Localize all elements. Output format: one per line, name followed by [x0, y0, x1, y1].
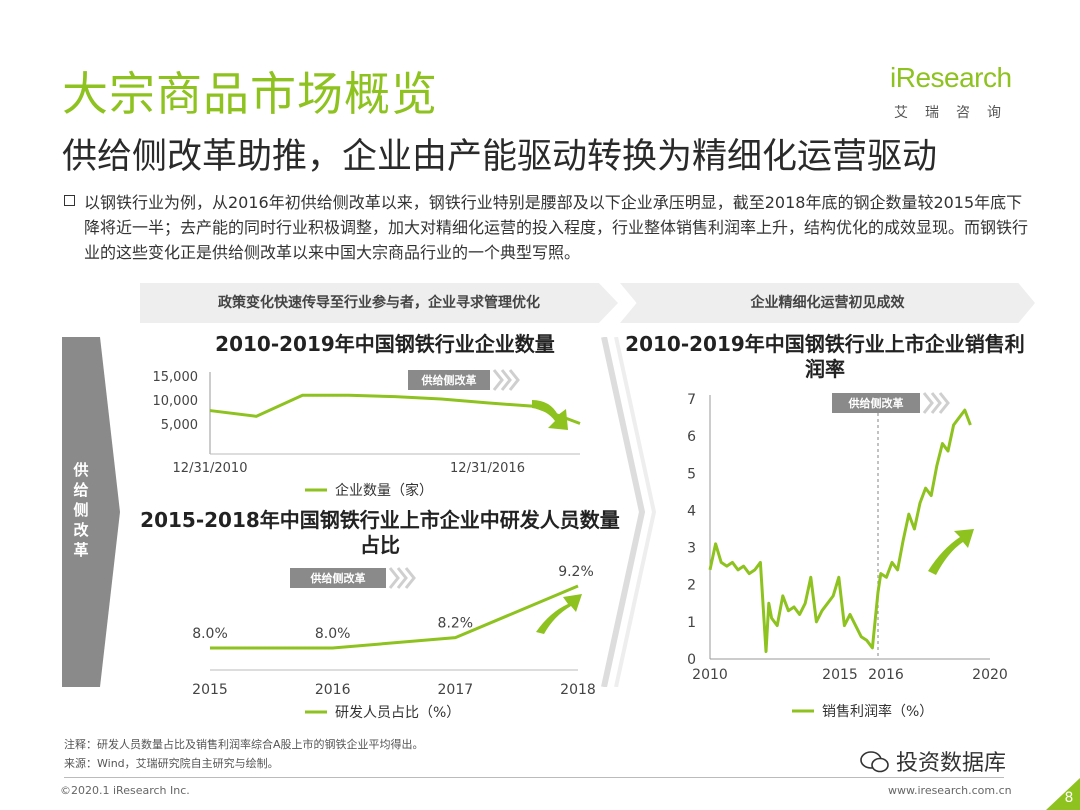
- y-tick-label: 10,000: [153, 394, 199, 409]
- chevron-right-icon: [601, 337, 657, 687]
- annotation-chevron-icon: [938, 392, 950, 414]
- watermark-text: 投资数据库: [896, 751, 1007, 776]
- page-subtitle: 供给侧改革助推，企业由产能驱动转换为精细化运营驱动: [62, 137, 938, 177]
- chart2: 供给侧改革 8.0% 2015 8.0% 2016 8.2% 2017 9.2% 2018 研发人…: [192, 564, 596, 721]
- policy-annotation: 供给侧改革: [290, 567, 416, 589]
- y-tick-label: 5,000: [161, 418, 198, 433]
- annotation-label: 供给侧改革: [310, 571, 366, 585]
- data-label: 8.2%: [438, 616, 474, 632]
- annotation-box: [290, 568, 386, 588]
- chart1-title: 2010-2019年中国钢铁行业企业数量: [215, 332, 555, 356]
- iresearch-logo: iResearch 艾瑞咨询: [890, 60, 1040, 130]
- annotation-chevron-icon: [396, 567, 408, 589]
- x-tick-label: 12/31/2010: [173, 461, 248, 476]
- page-number-text: 8: [1064, 790, 1074, 806]
- x-tick-label: 12/31/2016: [450, 461, 525, 476]
- annotation-chevron-icon: [922, 392, 934, 414]
- page-title: 大宗商品市场概览: [62, 67, 438, 121]
- chart3-title: 2010-2019年中国钢铁行业上市企业销售利润率: [625, 332, 1025, 381]
- chart1: 15,000 10,000 5,000 供给侧改革 12/31/2010 12/31/20…: [153, 369, 581, 499]
- annotation-label: 供给侧改革: [421, 373, 477, 387]
- x-tick-label: 2018: [560, 682, 596, 698]
- x-tick-label: 2020: [972, 667, 1008, 683]
- side-arrow-icon: [62, 337, 120, 687]
- y-tick-label: 4: [687, 503, 696, 519]
- annotation-chevron-icon: [500, 369, 512, 391]
- down-arrow-icon: [532, 400, 568, 430]
- annotation-box: [832, 393, 920, 413]
- series-line-profit-margin: [708, 408, 972, 654]
- x-tick-label: 2017: [438, 682, 474, 698]
- watermark: 投资数据库: [860, 745, 1006, 777]
- source-text: 来源：Wind，艾瑞研究院自主研究与绘制。: [64, 757, 279, 770]
- x-tick-label: 2016: [315, 682, 351, 698]
- banner-right: 企业精细化运营初见成效: [620, 283, 1035, 323]
- notes: 注释：研发人员数量占比及销售利润率综合A股上市的钢铁企业平均得出。 来源：Win…: [64, 735, 424, 773]
- legend-label: 研发人员占比（%）: [335, 705, 460, 721]
- y-tick-label: 7: [687, 392, 696, 408]
- annotation-chevron-icon: [492, 369, 504, 391]
- x-tick-label: 2015: [822, 667, 858, 683]
- logo-chinese: 艾瑞咨询: [894, 105, 1018, 121]
- legend-label: 销售利润率（%）: [822, 703, 933, 720]
- data-label: 8.0%: [192, 626, 228, 642]
- annotation-box: [408, 370, 490, 390]
- footer-divider: [64, 777, 1004, 778]
- y-tick-label: 2: [687, 578, 696, 594]
- policy-annotation: 供给侧改革: [832, 392, 950, 414]
- annotation-chevron-icon: [388, 567, 400, 589]
- y-tick-label: 5: [687, 466, 696, 482]
- wechat-icon: [860, 751, 889, 773]
- note-text: 注释：研发人员数量占比及销售利润率综合A股上市的钢铁企业平均得出。: [64, 738, 424, 751]
- x-tick-label: 2015: [192, 682, 228, 698]
- data-label: 8.0%: [315, 626, 351, 642]
- page-number: 8: [1046, 778, 1080, 810]
- summary-bullet: 以钢铁行业为例，从2016年初供给侧改革以来，钢铁行业特别是腰部及以下企业承压明…: [64, 190, 1034, 265]
- bullet-box-icon: [64, 195, 75, 206]
- y-tick-label: 0: [687, 652, 696, 668]
- banner-right-text: 企业精细化运营初见成效: [750, 295, 905, 311]
- chart2-title: 2015-2018年中国钢铁行业上市企业中研发人员数量占比: [140, 508, 620, 557]
- annotation-label: 供给侧改革: [848, 396, 904, 410]
- side-label: 供给侧改革: [73, 461, 89, 559]
- up-arrow-icon: [536, 594, 582, 634]
- series-line-rd-ratio: [210, 584, 579, 650]
- banner-left: 政策变化快速传导至行业参与者，企业寻求管理优化: [140, 283, 618, 323]
- y-tick-label: 3: [687, 541, 696, 557]
- logo-wordmark: iResearch: [890, 62, 1012, 93]
- footer-copyright: ©2020.1 iResearch Inc.: [60, 784, 190, 797]
- footer-url: www.iresearch.com.cn: [888, 784, 1012, 797]
- annotation-chevron-icon: [404, 567, 416, 589]
- x-tick-label: 2016: [868, 667, 904, 683]
- chart3: 0 1 2 3 4 5 6 7 供给侧改革 2010 2015 2016 2020 销售利润率（%）: [687, 392, 1008, 720]
- data-label: 9.2%: [558, 564, 594, 580]
- x-tick-label: 2010: [692, 667, 728, 683]
- y-tick-label: 15,000: [153, 370, 199, 385]
- series-line-enterprise-count: [209, 393, 581, 425]
- annotation-chevron-icon: [930, 392, 942, 414]
- up-arrow-icon: [928, 529, 974, 575]
- annotation-chevron-icon: [508, 369, 520, 391]
- summary-text: 以钢铁行业为例，从2016年初供给侧改革以来，钢铁行业特别是腰部及以下企业承压明…: [84, 193, 1029, 262]
- y-tick-label: 6: [687, 429, 696, 445]
- y-tick-label: 1: [687, 615, 696, 631]
- legend-label: 企业数量（家）: [335, 482, 433, 499]
- banner-left-text: 政策变化快速传导至行业参与者，企业寻求管理优化: [218, 295, 540, 311]
- policy-annotation: 供给侧改革: [408, 369, 520, 391]
